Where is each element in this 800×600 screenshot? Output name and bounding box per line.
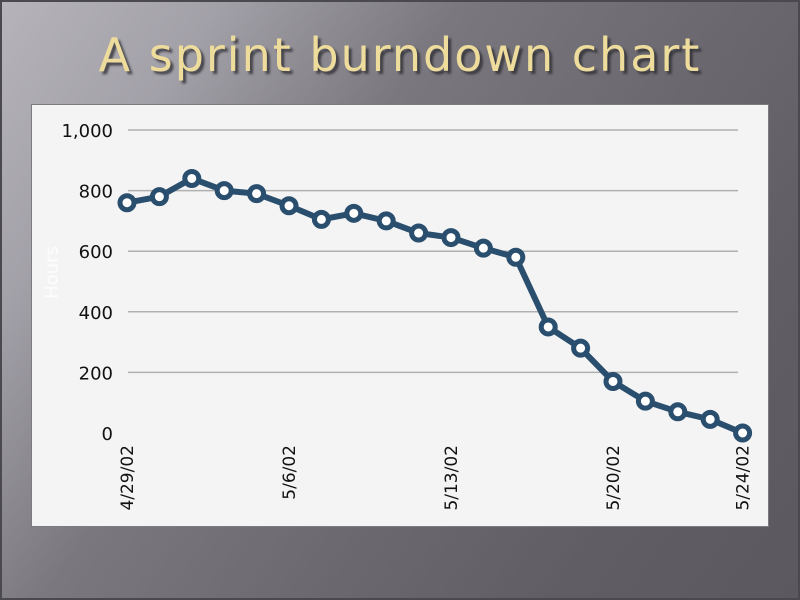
y-tick-label: 400 (79, 303, 113, 324)
data-point-marker (182, 168, 202, 188)
data-point-marker (733, 423, 753, 443)
slide-title: A sprint burndown chart (98, 28, 702, 82)
y-axis-label: Hours (41, 246, 63, 299)
y-tick-label: 1,000 (61, 121, 113, 142)
data-point-marker (635, 391, 655, 411)
y-tick-label: 600 (79, 242, 113, 263)
x-tick-label: 5/6/02 (280, 445, 300, 500)
data-point-marker (117, 193, 137, 213)
data-point-marker (311, 209, 331, 229)
data-point-marker (441, 228, 461, 248)
data-point-marker (214, 181, 234, 201)
data-point-marker (571, 338, 591, 358)
x-tick-label: 5/13/02 (442, 445, 462, 511)
data-point-marker (700, 409, 720, 429)
x-tick-label: 5/20/02 (604, 445, 624, 511)
data-point-marker (149, 187, 169, 207)
y-tick-label: 0 (102, 424, 113, 445)
x-tick-label: 4/29/02 (118, 445, 138, 511)
data-point-marker (538, 317, 558, 337)
y-tick-label: 800 (79, 182, 113, 203)
burndown-line-chart: 0 200 400 600 800 1,000 4/29/02 5/6/02 5/13/02 5/… (61, 121, 754, 511)
data-point-marker (247, 184, 267, 204)
data-point-marker (279, 196, 299, 216)
data-point-marker (506, 247, 526, 267)
data-point-marker (344, 203, 364, 223)
y-tick-label: 200 (79, 363, 113, 384)
data-point-marker (409, 223, 429, 243)
data-point-marker (603, 371, 623, 391)
data-point-marker (376, 211, 396, 231)
chart-panel: 0 200 400 600 800 1,000 4/29/02 5/6/02 5/13/02 5/… (31, 104, 769, 527)
x-tick-label: 5/24/02 (734, 445, 754, 511)
data-point-marker (473, 238, 493, 258)
data-point-marker (668, 402, 688, 422)
